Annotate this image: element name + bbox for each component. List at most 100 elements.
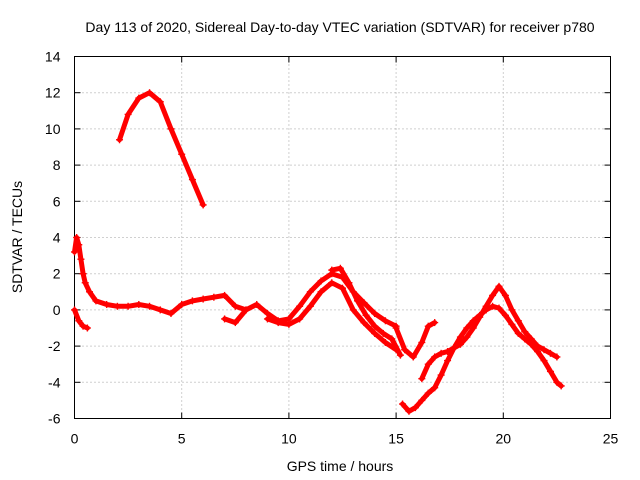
data-point [178,150,186,158]
y-tick-label: -4 [48,374,61,390]
data-series-arc-b [71,306,91,332]
data-point [124,302,132,310]
data-point [379,329,387,337]
data-point [317,288,325,296]
data-point [557,382,565,390]
data-point [371,310,379,318]
data-point [381,317,389,325]
data-point [146,302,154,310]
data-point [156,306,164,314]
data-point [296,315,304,323]
data-point [113,302,121,310]
data-point [354,297,362,305]
x-tick-label: 10 [281,431,297,447]
y-tick-label: 10 [45,121,61,137]
data-point [328,279,336,287]
data-point [362,311,370,319]
data-point [409,353,417,361]
data-point [489,302,497,310]
data-point [345,279,353,287]
data-point [371,322,379,330]
data-point [79,270,87,278]
data-point [360,299,368,307]
data-point [231,319,239,327]
data-point [336,264,344,272]
data-point [371,329,379,337]
y-tick-label: 14 [45,49,61,65]
data-point [73,234,81,241]
data-point [495,304,503,312]
data-point [199,201,207,209]
x-tick-label: 0 [71,431,79,447]
data-point [285,320,293,328]
data-point [156,98,164,106]
data-layer [71,89,565,415]
data-point [339,284,346,292]
data-series-trace [400,303,564,414]
data-point [253,300,261,308]
data-point [456,333,464,341]
data-point [188,297,196,305]
tick-layer: 0 5 10 15 20 25 -6 -4 -2 0 2 4 6 8 10 12 14 [45,49,619,447]
data-point [188,176,196,184]
data-point [508,320,516,328]
data-point [79,322,87,330]
data-point [381,338,389,346]
grid-layer [74,56,611,419]
data-point [431,353,439,361]
data-point [405,407,413,415]
data-point [71,248,78,256]
data-point [553,378,561,386]
data-point [317,277,325,285]
data-point [274,319,282,327]
y-tick-label: -6 [48,411,61,427]
data-point [167,125,175,133]
data-point [540,346,548,354]
data-series-arc-c [116,89,207,209]
data-point [514,317,522,325]
data-point [328,266,336,274]
data-point [178,300,186,308]
data-point [546,367,554,375]
data-point [306,288,314,296]
y-tick-label: 8 [53,157,61,173]
data-point [360,319,368,327]
data-point [476,313,484,321]
data-point [553,353,561,361]
data-point [514,329,522,337]
data-point [508,306,516,314]
data-point [546,349,554,357]
data-point [521,335,529,343]
data-point [75,241,83,249]
data-point [456,340,464,348]
data-point [116,136,124,144]
data-point [92,297,100,305]
data-point [71,306,78,314]
data-series-trace [329,265,403,358]
data-point [489,291,497,299]
data-series-arc-a [71,234,250,318]
y-tick-label: 4 [53,230,61,246]
data-point [135,300,143,308]
data-point [167,310,175,318]
y-axis-label: SDTVAR / TECUs [9,181,25,293]
data-point [540,357,548,365]
data-point [75,317,83,325]
chart-title: Day 113 of 2020, Sidereal Day-to-day VTE… [85,19,594,35]
x-tick-label: 15 [388,431,404,447]
data-point [210,293,218,301]
data-point [221,315,229,323]
data-point [437,371,445,379]
data-point [263,315,271,323]
x-tick-label: 5 [178,431,186,447]
data-point [431,319,439,327]
data-point [396,351,404,359]
data-point [388,335,396,343]
data-point [437,349,445,357]
y-tick-label: 2 [53,266,61,282]
data-point [242,306,250,314]
data-point [83,324,91,332]
data-point [469,324,477,332]
data-point [418,396,426,404]
